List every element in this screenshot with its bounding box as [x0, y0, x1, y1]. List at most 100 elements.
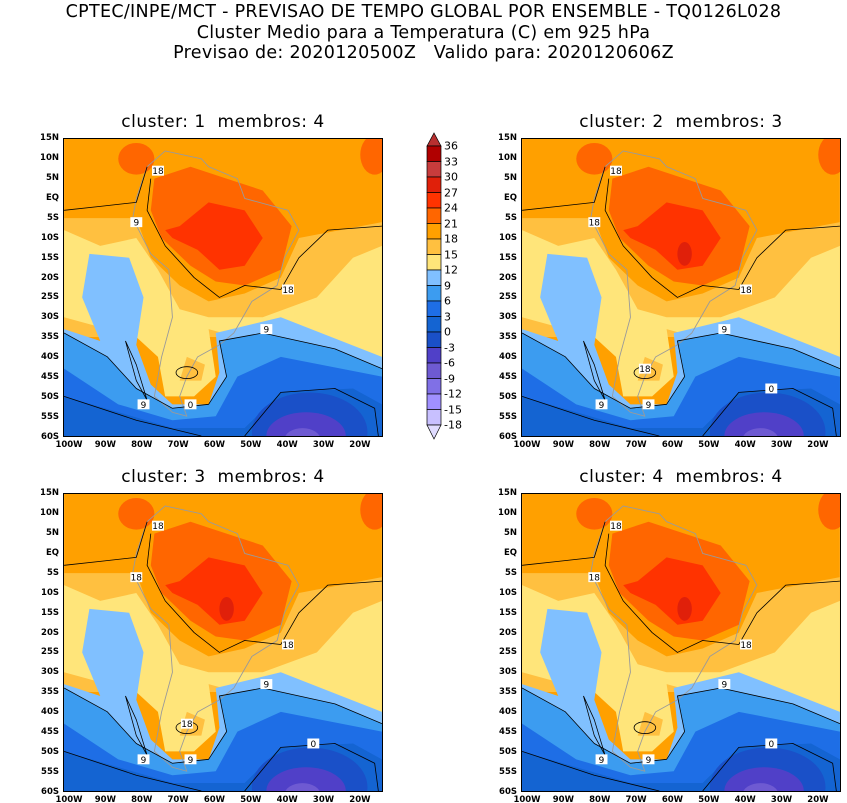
colorbar-swatch: [426, 145, 442, 162]
lon-tick-label: 100W: [513, 440, 541, 450]
contour-18: [604, 178, 840, 298]
lon-tick-label: 80W: [131, 795, 153, 803]
lat-tick-label: 10S: [499, 232, 517, 243]
colorbar-label: -3: [444, 341, 455, 354]
lat-tick-label: 15N: [40, 488, 59, 498]
lat-tick-label: 5N: [503, 172, 517, 183]
contour-label: 18: [130, 572, 143, 584]
svg-text:18: 18: [610, 167, 622, 177]
contour-label: 9: [642, 399, 655, 411]
band-21-24: [118, 497, 155, 530]
lon-tick-label: 100W: [55, 795, 83, 803]
band-12-15: [64, 230, 382, 397]
svg-text:18: 18: [639, 365, 651, 375]
svg-text:18: 18: [740, 286, 752, 296]
lat-tick-label: 15N: [498, 133, 517, 143]
svg-text:18: 18: [740, 641, 752, 651]
lat-tick-label: 60S: [499, 787, 517, 797]
lat-tick-label: 5N: [503, 527, 517, 538]
band-minus6-minus3: [266, 412, 346, 436]
lon-tick-label: 100W: [513, 795, 541, 803]
svg-text:9: 9: [599, 756, 605, 766]
colorbar-swatch: [426, 161, 442, 178]
temperature-field: 18 18 18 9 9 9 0 18: [63, 493, 383, 792]
contour-label: 9: [137, 754, 150, 766]
figure-title-line1: CPTEC/INPE/MCT - PREVISAO DE TEMPO GLOBA…: [65, 2, 782, 22]
map-panel-cluster-3: 18 18 18 9 9 9 0 18 15N 10N 5N EQ 5S 10S 15S 20S 25S 30S 3…: [40, 488, 383, 803]
lat-tick-label: 50S: [499, 392, 517, 403]
lon-tick-label: 80W: [589, 795, 611, 803]
temperature-field: 18 18 18 9 9 9 0: [521, 493, 841, 792]
svg-text:9: 9: [646, 401, 652, 411]
contour-18: [522, 166, 606, 211]
band-27-30: [677, 596, 692, 621]
colorbar-swatch: [426, 207, 442, 224]
svg-text:9: 9: [188, 756, 194, 766]
contour-9: [64, 332, 382, 409]
colorbar-swatch: [426, 285, 442, 302]
band-minus6-minus3: [724, 767, 804, 791]
svg-text:18: 18: [131, 574, 143, 584]
svg-text:0: 0: [768, 385, 774, 395]
svg-text:18: 18: [589, 219, 601, 229]
colorbar-swatch: [426, 393, 442, 410]
band-15-18-patagonia: [637, 711, 663, 736]
lon-tick-label: 40W: [276, 795, 298, 803]
colorbar-label: -9: [444, 372, 455, 385]
contour-9: [522, 687, 840, 764]
band-minus9-minus6: [743, 428, 778, 436]
colorbar-swatch: [426, 300, 442, 317]
colorbar-label: -18: [444, 418, 462, 432]
lon-tick-label: 70W: [167, 440, 189, 450]
contour-label: 9: [137, 399, 150, 411]
contour-label: 9: [595, 754, 608, 766]
lat-tick-label: 10N: [498, 152, 517, 163]
contour-0: [244, 743, 379, 791]
lat-tick-label: 35S: [41, 687, 59, 698]
lon-tick-label: 20W: [807, 440, 829, 450]
colorbar-swatch: [426, 223, 442, 240]
colorbar-swatch: [426, 409, 442, 426]
contour-9: [64, 687, 382, 764]
lat-tick-label: 10N: [40, 507, 59, 518]
lon-tick-label: 40W: [276, 440, 298, 450]
lat-tick-label: 35S: [41, 332, 59, 343]
contour-18: [522, 521, 606, 566]
colorbar-label: 27: [444, 186, 458, 199]
colorbar-swatch: [426, 176, 442, 193]
svg-text:9: 9: [141, 401, 147, 411]
contour-label: 0: [307, 738, 320, 750]
colorbar-label: -6: [444, 356, 455, 370]
contour-label: 18: [740, 284, 752, 296]
colorbar-swatch: [426, 192, 442, 209]
lon-tick-label: 90W: [552, 440, 574, 450]
band-12-15: [64, 585, 382, 752]
lon-tick-label: 40W: [734, 795, 756, 803]
lat-tick-label: 30S: [41, 667, 59, 678]
lon-tick-label: 30W: [770, 440, 793, 450]
lat-tick-label: 40S: [499, 707, 517, 718]
lon-tick-label: 50W: [240, 440, 262, 450]
svg-text:9: 9: [141, 756, 147, 766]
band-21-24: [818, 139, 840, 175]
lat-tick-label: 40S: [499, 352, 517, 363]
band-21-24: [360, 139, 382, 175]
lat-tick-label: 10S: [499, 587, 517, 598]
contour-9: [522, 332, 840, 409]
colorbar-label: 24: [444, 201, 458, 215]
colorbar-under-triangle: [426, 424, 442, 440]
lon-tick-label: 90W: [94, 440, 116, 450]
lon-tick-label: 90W: [552, 795, 574, 803]
lat-tick-label: EQ: [503, 192, 517, 203]
contour-label: 18: [282, 639, 294, 651]
contour-label: 18: [152, 165, 164, 177]
lat-tick-label: EQ: [503, 547, 517, 558]
map-panel-cluster-1: 18 18 9 9 9 0 15N 10N 5N EQ 5S 10S 15S 20S 25S 30S 35S 40…: [40, 133, 383, 450]
svg-text:9: 9: [264, 326, 270, 336]
contour-18: [146, 178, 382, 298]
lat-tick-label: 20S: [41, 627, 59, 638]
lat-tick-label: EQ: [45, 547, 59, 558]
lon-tick-label: 100W: [55, 440, 83, 450]
contour-0: [522, 395, 660, 436]
